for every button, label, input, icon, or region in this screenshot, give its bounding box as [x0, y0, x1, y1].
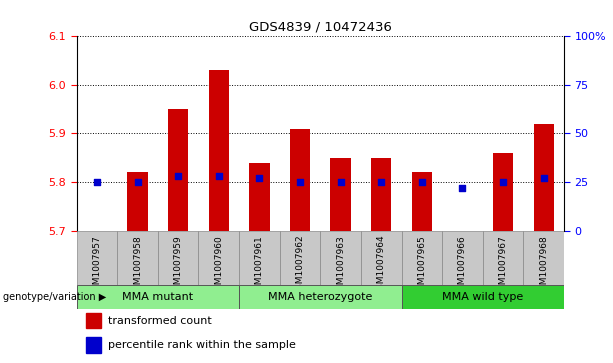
- Bar: [330, 158, 351, 231]
- Text: GSM1007962: GSM1007962: [295, 235, 305, 295]
- Bar: [371, 158, 391, 231]
- Bar: [442, 231, 483, 285]
- Point: [336, 179, 346, 185]
- Bar: [402, 285, 564, 309]
- Point: [173, 173, 183, 179]
- Title: GDS4839 / 10472436: GDS4839 / 10472436: [249, 21, 392, 34]
- Text: GSM1007965: GSM1007965: [417, 235, 426, 295]
- Point: [498, 179, 508, 185]
- Text: GSM1007958: GSM1007958: [133, 235, 142, 295]
- Text: MMA heterozygote: MMA heterozygote: [268, 292, 373, 302]
- Bar: [249, 163, 270, 231]
- Point: [214, 173, 224, 179]
- Bar: [208, 70, 229, 231]
- Bar: [117, 231, 158, 285]
- Text: genotype/variation ▶: genotype/variation ▶: [3, 291, 106, 302]
- Point: [92, 179, 102, 185]
- Point: [254, 175, 264, 181]
- Bar: [361, 231, 402, 285]
- Bar: [239, 285, 402, 309]
- Bar: [412, 172, 432, 231]
- Text: transformed count: transformed count: [109, 315, 212, 326]
- Point: [376, 179, 386, 185]
- Bar: [321, 231, 361, 285]
- Text: GSM1007957: GSM1007957: [93, 235, 101, 295]
- Bar: [158, 231, 199, 285]
- Text: GSM1007963: GSM1007963: [336, 235, 345, 295]
- Text: GSM1007961: GSM1007961: [255, 235, 264, 295]
- Point: [132, 179, 142, 185]
- Text: MMA wild type: MMA wild type: [442, 292, 524, 302]
- Text: GSM1007964: GSM1007964: [377, 235, 386, 295]
- Text: GSM1007959: GSM1007959: [173, 235, 183, 295]
- Bar: [290, 129, 310, 231]
- Point: [295, 179, 305, 185]
- Text: percentile rank within the sample: percentile rank within the sample: [109, 340, 296, 350]
- Bar: [86, 313, 101, 328]
- Point: [457, 185, 467, 191]
- Bar: [280, 231, 320, 285]
- Bar: [77, 231, 117, 285]
- Text: GSM1007960: GSM1007960: [215, 235, 223, 295]
- Bar: [86, 338, 101, 353]
- Point: [417, 179, 427, 185]
- Bar: [402, 231, 442, 285]
- Bar: [483, 231, 524, 285]
- Text: MMA mutant: MMA mutant: [122, 292, 194, 302]
- Bar: [77, 285, 239, 309]
- Bar: [239, 231, 280, 285]
- Bar: [199, 231, 239, 285]
- Text: GSM1007968: GSM1007968: [539, 235, 548, 295]
- Point: [539, 175, 549, 181]
- Bar: [128, 172, 148, 231]
- Bar: [493, 153, 513, 231]
- Bar: [533, 124, 554, 231]
- Text: GSM1007966: GSM1007966: [458, 235, 467, 295]
- Bar: [524, 231, 564, 285]
- Text: GSM1007967: GSM1007967: [498, 235, 508, 295]
- Bar: [168, 109, 188, 231]
